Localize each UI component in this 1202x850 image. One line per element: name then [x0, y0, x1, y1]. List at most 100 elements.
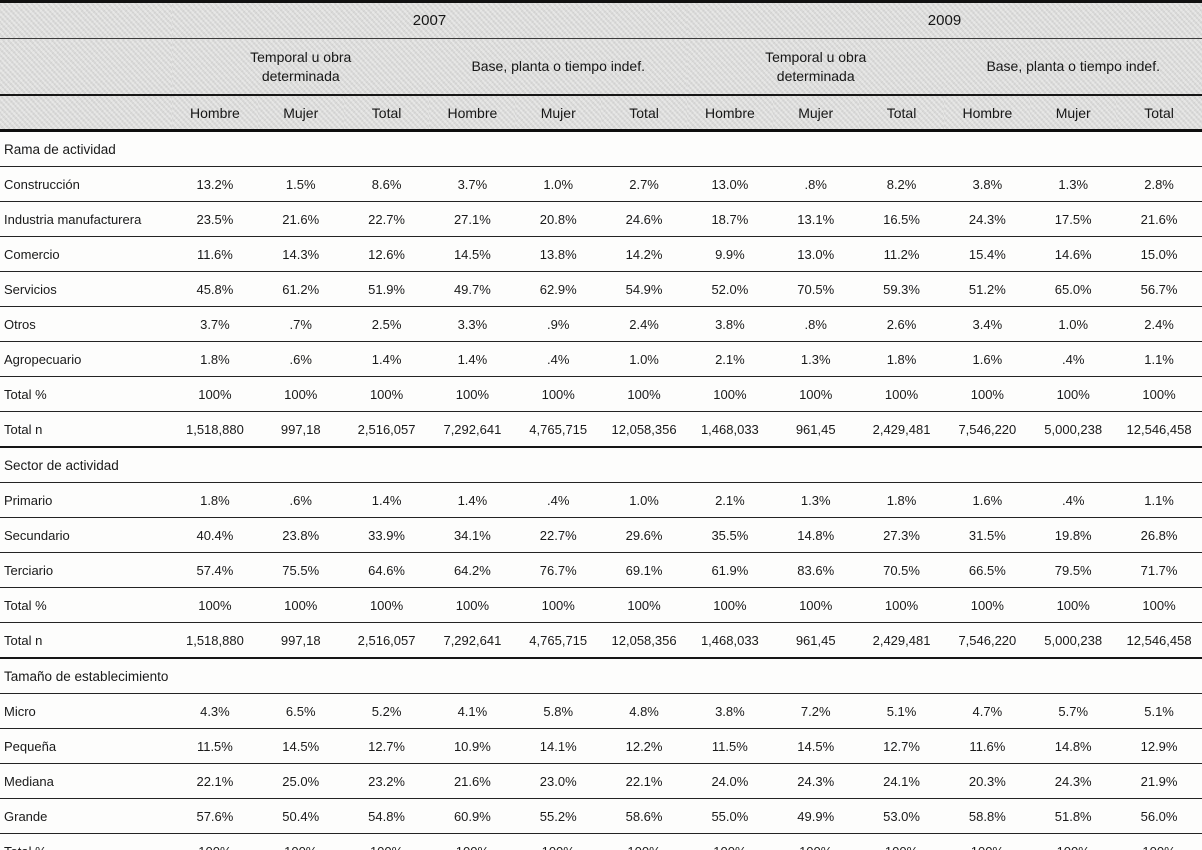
- contract-type-label: Base, planta o tiempo indef.: [471, 58, 645, 75]
- total-column-header: Total: [601, 95, 687, 132]
- cell-value: 54.8%: [343, 798, 430, 834]
- contract-temporal-2007-header: Temporal u obra determinada: [172, 38, 430, 96]
- cell-value: 2.8%: [1116, 166, 1202, 202]
- cell-value: 4,765,715: [515, 411, 602, 448]
- table-body: Rama de actividad Construcción 13.2% 1.5% 8.…: [0, 130, 1202, 850]
- cell-value: 1.3%: [1030, 166, 1117, 202]
- cell-value: 56.0%: [1116, 798, 1202, 834]
- cell-value: 2.4%: [601, 306, 687, 342]
- cell-value: 11.6%: [944, 728, 1031, 764]
- cell-value: 100%: [772, 833, 859, 850]
- cell-value: 5.1%: [1116, 693, 1202, 729]
- cell-value: 4.7%: [944, 693, 1031, 729]
- cell-value: 62.9%: [515, 271, 602, 307]
- cell-value: 3.3%: [429, 306, 516, 342]
- cell-value: .7%: [257, 306, 344, 342]
- table-row: Micro 4.3% 6.5% 5.2% 4.1% 5.8% 4.8% 3.8% 7.2% 5.1…: [0, 693, 1202, 729]
- cell-value: 14.1%: [515, 728, 602, 764]
- cell-value: 13.1%: [772, 201, 859, 237]
- cell-value: .4%: [1030, 341, 1117, 377]
- cell-value: 21.6%: [429, 763, 516, 799]
- cell-value: 45.8%: [172, 271, 258, 307]
- hombre-column-header: Hombre: [944, 95, 1031, 132]
- cell-value: 100%: [601, 833, 687, 850]
- year-2009-header: 2009: [686, 1, 1202, 39]
- table-row: Terciario 57.4% 75.5% 64.6% 64.2% 76.7% 69.1% 6…: [0, 552, 1202, 588]
- row-label: Total n: [0, 411, 172, 448]
- cell-value: 5.1%: [858, 693, 945, 729]
- cell-value: 12,546,458: [1116, 622, 1202, 659]
- cell-value: 100%: [1116, 376, 1202, 412]
- cell-value: 27.1%: [429, 201, 516, 237]
- row-label: Construcción: [0, 166, 172, 202]
- cell-value: 1.8%: [858, 482, 945, 518]
- cell-value: 997,18: [257, 622, 344, 659]
- cell-value: 1.8%: [858, 341, 945, 377]
- cell-value: 100%: [772, 376, 859, 412]
- row-label: Total %: [0, 833, 172, 850]
- cell-value: 1,518,880: [172, 411, 258, 448]
- cell-value: 3.7%: [429, 166, 516, 202]
- cell-value: 100%: [601, 587, 687, 623]
- cell-value: 100%: [686, 587, 773, 623]
- cell-value: 79.5%: [1030, 552, 1117, 588]
- row-label: Servicios: [0, 271, 172, 307]
- cell-value: 1.8%: [172, 341, 258, 377]
- cell-value: 1.6%: [944, 482, 1031, 518]
- row-label: Grande: [0, 798, 172, 834]
- cell-value: 1.5%: [257, 166, 344, 202]
- cell-value: 12,546,458: [1116, 411, 1202, 448]
- cell-value: 3.7%: [172, 306, 258, 342]
- cell-value: 2,516,057: [343, 411, 430, 448]
- table-row: Secundario 40.4% 23.8% 33.9% 34.1% 22.7% 29.6%…: [0, 517, 1202, 553]
- row-label: Comercio: [0, 236, 172, 272]
- cell-value: 59.3%: [858, 271, 945, 307]
- cell-value: 23.2%: [343, 763, 430, 799]
- cell-value: 100%: [515, 833, 602, 850]
- cell-value: 100%: [1116, 833, 1202, 850]
- cell-value: 21.6%: [1116, 201, 1202, 237]
- cell-value: 100%: [172, 376, 258, 412]
- cell-value: 51.8%: [1030, 798, 1117, 834]
- cell-value: .8%: [772, 166, 859, 202]
- row-label: Total %: [0, 587, 172, 623]
- cell-value: 13.8%: [515, 236, 602, 272]
- cell-value: 22.1%: [172, 763, 258, 799]
- cell-value: 61.9%: [686, 552, 773, 588]
- cell-value: 100%: [944, 833, 1031, 850]
- cell-value: .8%: [772, 306, 859, 342]
- row-label: Total n: [0, 622, 172, 659]
- cell-value: 14.5%: [257, 728, 344, 764]
- table-row: Agropecuario 1.8% .6% 1.4% 1.4% .4% 1.0% 2.1% 1.…: [0, 341, 1202, 377]
- cell-value: 100%: [429, 376, 516, 412]
- cell-value: 100%: [1116, 587, 1202, 623]
- cell-value: .4%: [1030, 482, 1117, 518]
- cell-value: 14.2%: [601, 236, 687, 272]
- contract-type-label: Temporal u obra determinada: [250, 49, 352, 84]
- cell-value: 100%: [429, 587, 516, 623]
- sex-header-row: Hombre Mujer Total Hombre Mujer Total Ho…: [0, 95, 1202, 132]
- section-title: Rama de actividad: [0, 130, 1202, 167]
- cell-value: 1.0%: [1030, 306, 1117, 342]
- cell-value: 100%: [343, 376, 430, 412]
- cell-value: 1,468,033: [686, 622, 773, 659]
- cell-value: 29.6%: [601, 517, 687, 553]
- cell-value: 18.7%: [686, 201, 773, 237]
- cell-value: 7,292,641: [429, 622, 516, 659]
- cell-value: 33.9%: [343, 517, 430, 553]
- cell-value: .9%: [515, 306, 602, 342]
- row-label: Agropecuario: [0, 341, 172, 377]
- cell-value: 1.3%: [772, 482, 859, 518]
- cell-value: 100%: [343, 587, 430, 623]
- cell-value: 11.5%: [172, 728, 258, 764]
- cell-value: 4,765,715: [515, 622, 602, 659]
- cell-value: 7,546,220: [944, 622, 1031, 659]
- cell-value: 100%: [515, 587, 602, 623]
- cell-value: 58.6%: [601, 798, 687, 834]
- hombre-column-header: Hombre: [429, 95, 516, 132]
- cell-value: 20.3%: [944, 763, 1031, 799]
- section-title: Sector de actividad: [0, 447, 1202, 483]
- cell-value: 961,45: [772, 411, 859, 448]
- cell-value: 100%: [772, 587, 859, 623]
- cell-value: 1,468,033: [686, 411, 773, 448]
